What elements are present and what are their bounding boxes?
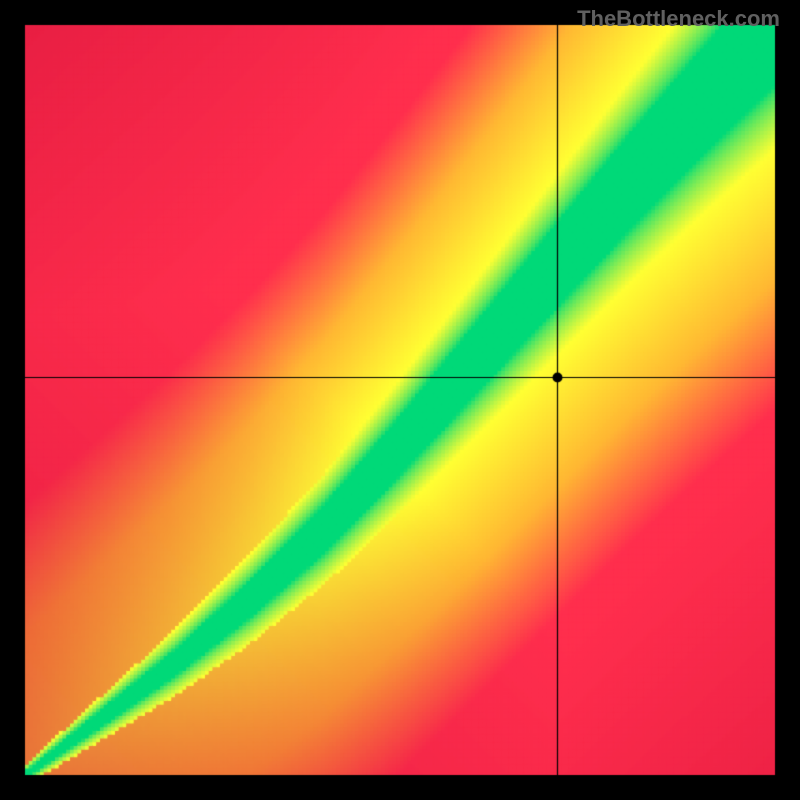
heatmap-canvas [0, 0, 800, 800]
chart-container: TheBottleneck.com [0, 0, 800, 800]
watermark-text: TheBottleneck.com [577, 6, 780, 32]
